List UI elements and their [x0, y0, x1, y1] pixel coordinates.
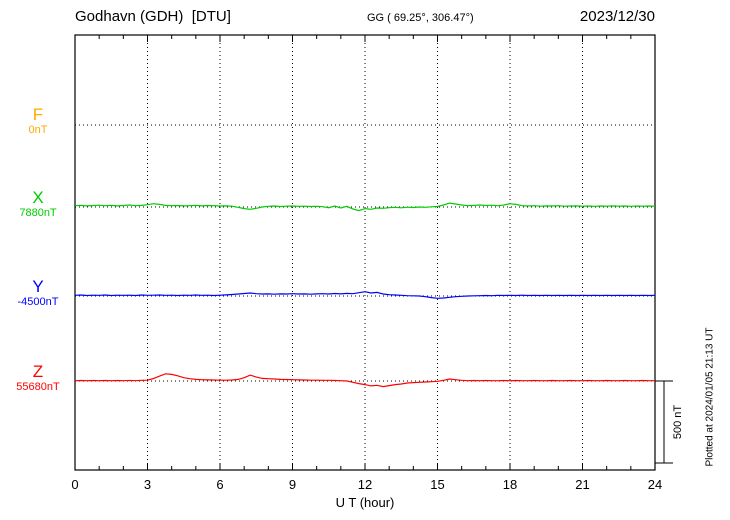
- x-tick-label: 21: [575, 477, 590, 492]
- x-tick-label: 24: [647, 477, 663, 492]
- component-label-F: F 0nT: [10, 105, 66, 137]
- x-tick-label: 3: [143, 477, 152, 492]
- trace-Z: [74, 373, 655, 388]
- x-tick-label: 15: [430, 477, 445, 492]
- x-tick-label: 12: [357, 477, 373, 492]
- component-baseline-Y: -4500nT: [17, 296, 59, 308]
- component-label-X: X 7880nT: [10, 188, 66, 220]
- trace-Y: [74, 291, 656, 299]
- traces: [74, 202, 656, 388]
- component-baseline-X: 7880nT: [19, 207, 57, 219]
- plot-border: [74, 34, 656, 471]
- component-label-Y: Y -4500nT: [10, 277, 66, 309]
- vertical-gridlines: [147, 35, 583, 470]
- component-baseline-F: 0nT: [28, 124, 48, 136]
- geographic-coords: GG ( 69.25°, 306.47°): [367, 12, 474, 24]
- component-label-Z: Z 55680nT: [10, 362, 66, 394]
- trace-X: [74, 202, 656, 212]
- x-tick-label: 0: [71, 477, 79, 492]
- plotted-at-note: Plotted at 2024/01/05 21:13 UT: [704, 327, 716, 467]
- component-letter-X: X: [32, 188, 44, 207]
- x-tick-label: 18: [502, 477, 518, 492]
- x-axis-label: U T (hour): [335, 495, 395, 510]
- component-baselines: [75, 124, 655, 382]
- component-letter-F: F: [32, 105, 44, 124]
- scale-bar-label: 500 nT: [672, 404, 684, 440]
- axis-ticks: [74, 35, 656, 470]
- component-baseline-Z: 55680nT: [16, 381, 60, 393]
- plot-date: 2023/12/30: [579, 8, 655, 25]
- station-title: Godhavn (GDH) [DTU]: [75, 8, 231, 25]
- component-letter-Y: Y: [32, 277, 44, 296]
- x-tick-label: 9: [288, 477, 297, 492]
- scale-bar: [655, 380, 673, 464]
- component-letter-Z: Z: [32, 362, 44, 381]
- x-tick-label: 6: [216, 477, 224, 492]
